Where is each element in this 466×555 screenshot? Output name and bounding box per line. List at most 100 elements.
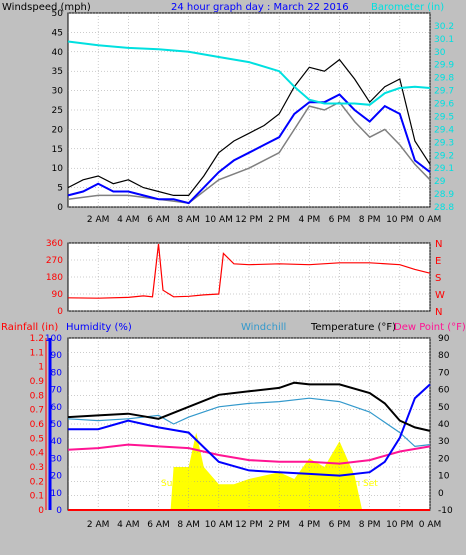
temperature-tick-label: 60 [438,386,450,396]
rainfall-tick-label: 0.3 [30,463,44,473]
humidity-line [68,383,431,477]
wind-time-tick-label: 12 PM [235,215,263,225]
temperature-time-tick-label: 4 AM [117,520,140,530]
humidity-tick-label: 0 [56,506,62,516]
humidity-tick-label: 40 [51,437,63,447]
compass-tick-label: E [435,256,441,267]
barometer-tick-label: 29.9 [434,61,454,71]
windspeed-tick-label: 0 [57,203,63,213]
barometer-tick-label: 29.3 [434,138,454,148]
temperature-time-tick-label: 2 PM [268,520,290,530]
windchill-axis-label: Windchill [241,322,286,333]
rainfall-tick-label: 1.1 [30,348,44,358]
temperature-tick-label: 50 [438,403,450,413]
rainfall-tick-label: 0.2 [30,477,44,487]
humidity-tick-label: 50 [51,420,63,430]
sunset-label: Sun Set [343,479,378,489]
barometer-tick-label: 29.7 [434,87,454,97]
temperature-tick-label: -10 [438,506,453,516]
wind-time-tick-label: 2 PM [268,215,290,225]
windspeed-tick-label: 30 [52,87,64,97]
temperature-time-tick-label: 6 PM [329,520,351,530]
humidity-tick-label: 100 [45,334,62,344]
humidity-axis-label: Humidity (%) [66,322,132,333]
windspeed-tick-label: 5 [57,184,63,194]
solar-area [68,432,430,510]
windchill-line [67,397,431,448]
temperature-tick-label: 10 [438,472,450,482]
compass-tick-label: W [435,290,445,301]
temperature-time-tick-label: 8 PM [359,520,381,530]
rainfall-tick-label: 0.6 [30,420,45,430]
direction-tick-label: 270 [46,256,63,266]
wind-time-tick-label: 6 AM [147,215,170,225]
dewpoint-line [67,443,431,465]
windspeed-tick-label: 25 [52,106,63,116]
dewpoint-axis-label: Dew Point (°F) [394,322,466,333]
wind-time-tick-label: 10 PM [386,215,414,225]
wind-time-tick-label: 2 AM [87,215,110,225]
temperature-time-tick-label: 12 PM [235,520,263,530]
temperature-time-tick-label: 0 AM [419,520,442,530]
barometer-tick-label: 30.1 [434,35,454,45]
barometer-tick-label: 28.9 [434,190,454,200]
humidity-tick-label: 90 [51,351,63,361]
temperature-tick-label: 30 [438,437,450,447]
windspeed-axis-label: Windspeed (mph) [2,2,91,13]
barometer-axis-label: Barometer (in) [371,2,444,13]
humidity-tick-label: 70 [51,386,63,396]
barometer-tick-label: 29.2 [434,151,454,161]
wind-barometer-panel: 0 5 10 15 20 25 30 35 40 45 50 28.8 28.9 29 29.1 29.2 2… [2,2,454,225]
temperature-time-tick-label: 4 PM [298,520,320,530]
humidity-tick-label: 20 [51,472,63,482]
wind-time-tick-label: 4 AM [117,215,140,225]
windspeed-tick-label: 10 [52,164,64,174]
direction-tick-label: 360 [46,239,63,249]
windspeed-tick-label: 35 [52,67,63,77]
rainfall-tick-label: 0.7 [30,406,44,416]
barometer-tick-label: 29.1 [434,164,454,174]
temperature-tick-label: 90 [438,334,450,344]
direction-tick-label: 90 [52,290,64,300]
temperature-time-tick-label: 2 AM [87,520,110,530]
windspeed-tick-label: 50 [52,9,64,19]
temperature-tick-label: 0 [438,489,444,499]
windspeed-tick-label: 20 [52,125,64,135]
temperature-tick-label: 80 [438,351,450,361]
wind-avg-line [67,93,431,205]
wind-time-tick-label: 8 PM [359,215,381,225]
wind-time-tick-label: 4 PM [298,215,320,225]
compass-tick-label: N [435,239,442,250]
temperature-time-tick-label: 6 AM [147,520,170,530]
rainfall-tick-label: 0.5 [30,434,44,444]
barometer-tick-label: 30.2 [434,22,454,32]
temperature-panel: 0 0.1 0.2 0.3 0.4 0.5 0.6 0.7 0.8 0.9 1 1.1 1.2 0 10 2… [1,322,466,530]
wind-gust-line [67,58,431,196]
wind-time-tick-label: 0 AM [419,215,442,225]
temperature-tick-label: 40 [438,420,450,430]
barometer-tick-label: 30 [434,48,446,58]
direction-tick-label: 180 [46,273,63,283]
wind-direction-line [67,243,431,299]
temperature-time-tick-label: 10 PM [386,520,414,530]
temperature-line [67,381,431,432]
wind-time-tick-label: 6 PM [329,215,351,225]
barometer-tick-label: 29 [434,177,446,187]
humidity-tick-label: 80 [51,368,63,378]
barometer-line [67,40,431,106]
humidity-tick-label: 60 [51,403,63,413]
rainfall-tick-label: 1.2 [30,334,44,344]
temperature-tick-label: 70 [438,368,450,378]
graph-title: 24 hour graph day : March 22 2016 [171,2,349,13]
direction-tick-label: 0 [57,307,63,317]
barometer-tick-label: 29.5 [434,112,454,122]
temperature-axis-label: Temperature (°F) [310,322,396,333]
wind-time-tick-label: 8 AM [177,215,200,225]
wind-time-tick-label: 10 AM [205,215,233,225]
compass-tick-label: S [435,273,441,284]
temperature-time-tick-label: 8 AM [177,520,200,530]
windspeed-tick-label: 15 [52,145,63,155]
windspeed-tick-label: 40 [52,48,64,58]
